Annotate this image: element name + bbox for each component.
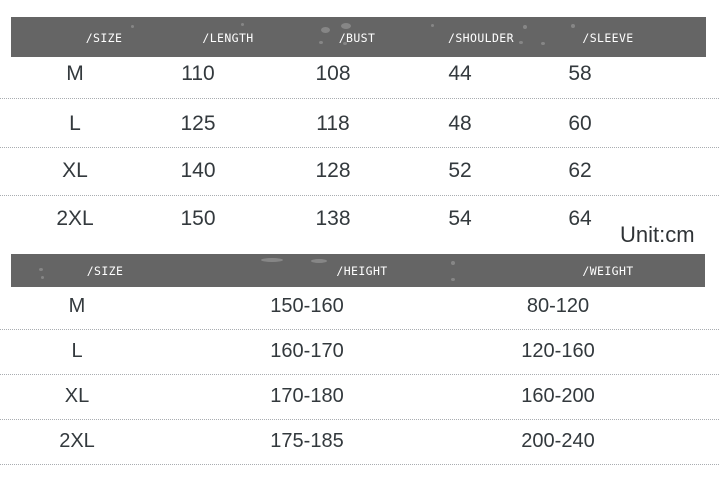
table1-cell-bust: 118 [316,112,350,135]
speck-icon [261,258,283,262]
table1-cell-size: M [66,62,84,85]
row-divider [0,419,719,421]
table-row: XL 170-180 160-200 [0,385,728,435]
table1-cell-length: 110 [181,62,215,85]
speck-icon [519,41,523,44]
table1-cell-shoulder: 48 [448,112,472,135]
table2-header-height: /HEIGHT [336,264,388,278]
table2-cell-weight: 80-120 [526,295,590,317]
table1-header-size: /SIZE [85,31,123,45]
speck-icon [41,276,44,279]
speck-icon [241,23,244,26]
table2-cell-height: 175-185 [270,430,344,452]
table1-header-bust: /BUST [338,31,376,45]
speck-icon [523,25,527,29]
table2-cell-weight: 120-160 [521,340,595,362]
table1-header-shoulder: /SHOULDER [448,31,514,45]
table1-cell-sleeve: 64 [568,207,592,230]
table2-cell-height: 160-170 [270,340,344,362]
row-divider [0,464,719,466]
speck-icon [311,259,327,263]
table2-cell-size: 2XL [59,430,95,452]
row-divider [0,374,719,376]
table1-cell-shoulder: 54 [448,207,472,230]
speck-icon [571,24,575,28]
speck-icon [431,24,434,27]
table2-header-weight: /WEIGHT [582,264,634,278]
table1-cell-length: 140 [180,159,216,182]
speck-icon [451,261,455,265]
table1-cell-length: 150 [180,207,216,230]
table2-cell-size: M [68,295,86,317]
speck-icon [343,42,347,45]
table-row: L 125 118 48 60 [0,112,728,162]
table1-cell-size: XL [62,159,88,182]
table1-cell-bust: 108 [315,62,351,85]
table1-header-sleeve: /SLEEVE [582,31,634,45]
table2-header-bar: /SIZE /HEIGHT /WEIGHT [11,254,705,287]
speck-icon [451,278,455,281]
table1-cell-bust: 138 [315,207,351,230]
row-divider [0,147,719,149]
table-row: XL 140 128 52 62 [0,159,728,209]
table2-cell-size: XL [64,385,90,407]
table1-cell-sleeve: 60 [568,112,592,135]
table-row: L 160-170 120-160 [0,340,728,390]
table1-cell-bust: 128 [315,159,351,182]
speck-icon [321,27,330,33]
speck-icon [131,25,134,28]
table1-header-bar: /SIZE /LENGTH /BUST /SHOULDER /SLEEVE [11,17,706,57]
table1-cell-sleeve: 58 [568,62,592,85]
speck-icon [319,41,323,44]
table2-cell-height: 150-160 [270,295,344,317]
table1-cell-shoulder: 52 [448,159,472,182]
table-row: M 110 108 44 58 [0,62,728,112]
table1-cell-shoulder: 44 [448,62,472,85]
table2-cell-height: 170-180 [270,385,344,407]
table1-cell-sleeve: 62 [568,159,592,182]
table1-cell-size: L [69,112,81,135]
speck-icon [39,268,43,271]
row-divider [0,195,719,197]
unit-label: Unit:cm [620,222,695,247]
table1-cell-length: 125 [180,112,216,135]
table2-cell-weight: 160-200 [521,385,595,407]
speck-icon [341,23,351,29]
table-row: 2XL 150 138 54 64 [0,207,728,257]
table2-cell-size: L [71,340,83,362]
table1-header-length: /LENGTH [202,31,254,45]
table1-cell-size: 2XL [56,207,94,230]
speck-icon [541,42,545,45]
table2-header-size: /SIZE [86,264,124,278]
row-divider [0,329,719,331]
table-row: M 150-160 80-120 [0,295,728,345]
table-row: 2XL 175-185 200-240 [0,430,728,480]
table2-cell-weight: 200-240 [521,430,595,452]
row-divider [0,98,719,100]
